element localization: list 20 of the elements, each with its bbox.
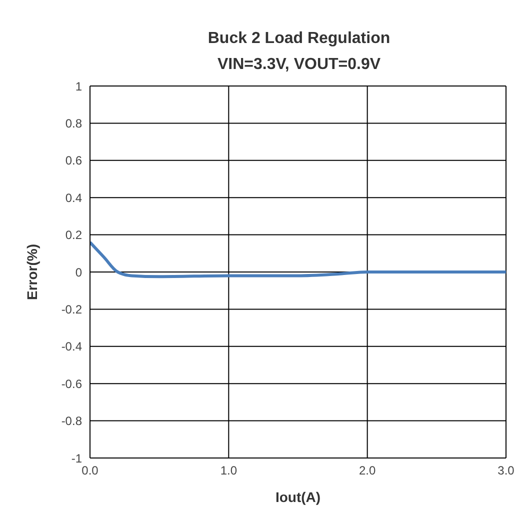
- chart-subtitle: VIN=3.3V, VOUT=0.9V: [216, 55, 382, 75]
- line-series: [90, 240, 506, 278]
- y-tick-label: 1: [75, 79, 82, 94]
- x-axis-title: Iout(A): [275, 489, 321, 505]
- y-tick-label: -0.6: [61, 376, 82, 391]
- y-tick-label: -1: [71, 451, 82, 466]
- y-tick-label: -0.2: [61, 302, 82, 316]
- x-tick-label: 3.0: [498, 464, 515, 478]
- y-axis-title: Error(%): [24, 244, 40, 300]
- y-tick-label: 0.2: [65, 228, 82, 242]
- y-tick-label: 0.8: [65, 116, 82, 130]
- x-tick-label: 0.0: [82, 464, 99, 478]
- y-tick-label: -0.8: [61, 414, 82, 428]
- chart-title: Buck 2 Load Regulation: [206, 29, 392, 49]
- x-tick-label: 1.0: [220, 464, 238, 478]
- y-tick-label: -0.4: [61, 340, 82, 354]
- y-tick-label: 0.4: [65, 190, 82, 205]
- y-tick-label: 0: [75, 265, 82, 280]
- x-tick-label: 2.0: [358, 464, 376, 478]
- y-tick-label: 0.6: [65, 154, 82, 168]
